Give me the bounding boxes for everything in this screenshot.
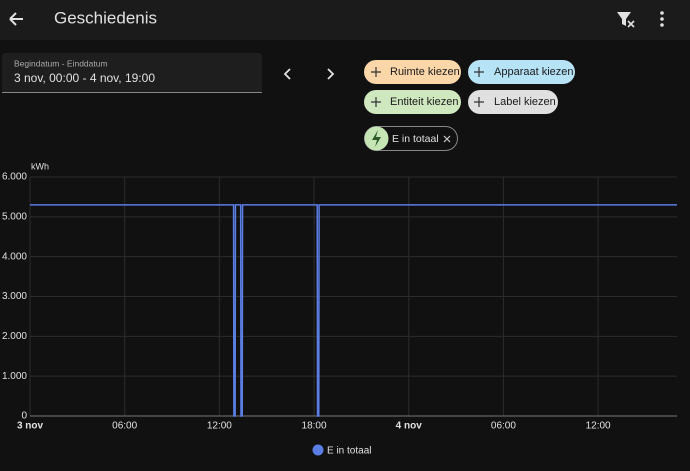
x-tick-label: 06:00	[491, 421, 516, 432]
x-tick-label: 06:00	[112, 421, 137, 432]
data-line	[30, 204, 677, 417]
menu-button[interactable]	[660, 11, 664, 27]
date-picker[interactable]: Begindatum - Einddatum 3 nov, 00:00 - 4 …	[2, 53, 262, 93]
back-button[interactable]	[9, 12, 23, 26]
page-title: Geschiedenis	[54, 8, 157, 27]
legend-label: E in totaal	[327, 446, 371, 457]
selected-entity-chip[interactable]: E in totaal	[364, 126, 458, 151]
y-tick-label: 1.000	[2, 371, 27, 382]
filter-chip[interactable]: Apparaat kiezen	[468, 60, 575, 84]
y-axis-label: kWh	[31, 161, 49, 171]
y-tick-label: 0	[21, 411, 27, 422]
x-tick-label: 12:00	[586, 421, 611, 432]
filter-chip[interactable]: Ruimte kiezen	[364, 60, 461, 84]
y-tick-label: 6.000	[2, 172, 27, 183]
y-tick-label: 2.000	[2, 331, 27, 342]
next-button[interactable]	[327, 68, 335, 80]
chip-label: E in totaal	[392, 133, 439, 145]
legend-swatch	[312, 444, 324, 456]
prev-button[interactable]	[283, 68, 291, 80]
remove-icon[interactable]	[443, 135, 451, 143]
x-tick-label: 4 nov	[396, 421, 423, 432]
date-field[interactable]	[2, 53, 262, 93]
chip-label: Apparaat kiezen	[494, 66, 574, 78]
top-bar	[0, 0, 690, 40]
date-value: 3 nov, 00:00 - 4 nov, 19:00	[14, 71, 155, 85]
x-tick-label: 18:00	[302, 421, 327, 432]
y-tick-label: 5.000	[2, 211, 27, 222]
y-tick-label: 4.000	[2, 251, 27, 262]
filter-chip[interactable]: Label kiezen	[468, 90, 558, 114]
chart: 0 1.000 2.000 3.000 4.000 5.000 6.000 3 nov 06:0…	[2, 172, 677, 457]
clear-filter-button[interactable]	[617, 12, 635, 28]
date-label: Begindatum - Einddatum	[14, 58, 108, 68]
y-tick-label: 3.000	[2, 291, 27, 302]
filter-chip[interactable]: Entiteit kiezen	[364, 90, 461, 114]
x-tick-label: 12:00	[207, 421, 232, 432]
chip-label: Entiteit kiezen	[390, 96, 458, 108]
x-tick-label: 3 nov	[17, 421, 44, 432]
chip-label: Label kiezen	[494, 96, 556, 108]
chip-label: Ruimte kiezen	[390, 66, 460, 78]
